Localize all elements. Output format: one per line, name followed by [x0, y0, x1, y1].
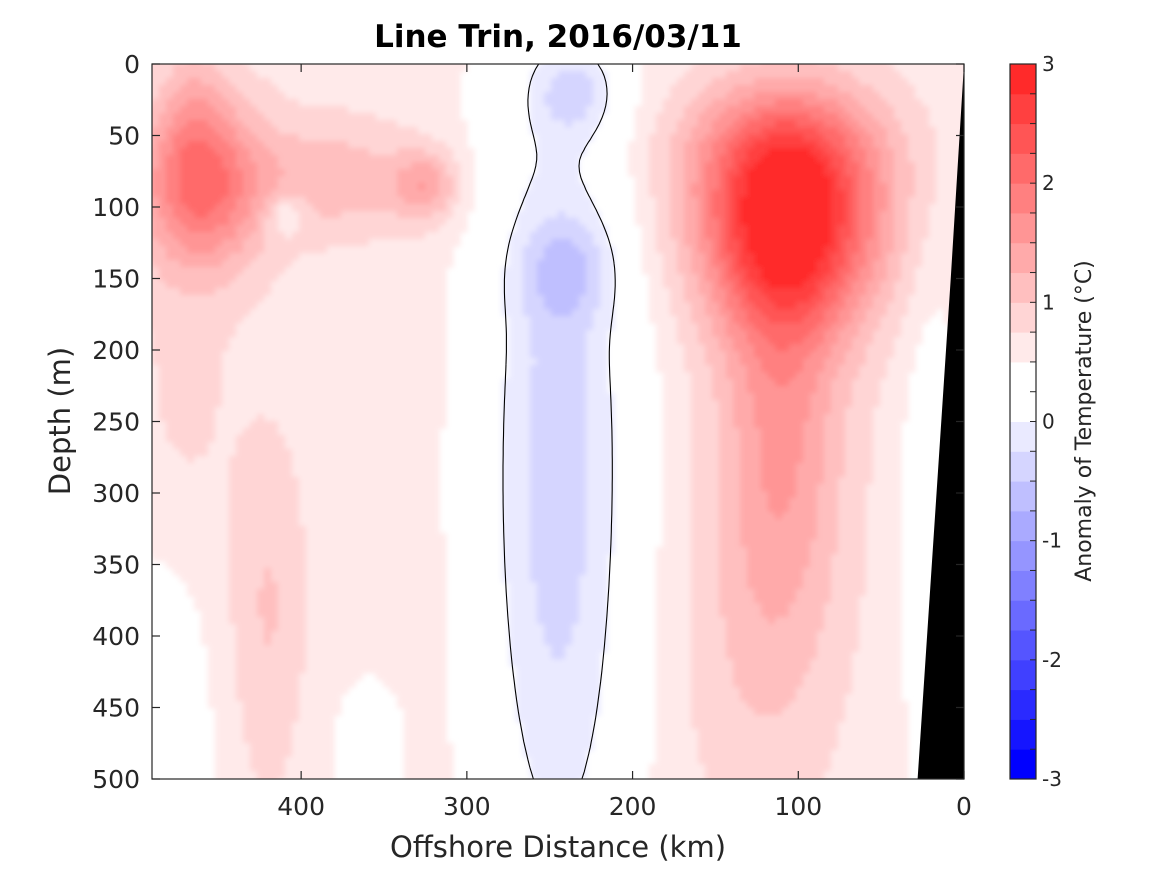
zero-contour-lines: [502, 64, 616, 779]
colorbar: -3 -2 -1 0 1 2 3: [1009, 52, 1062, 791]
y-tick-label: 400: [92, 622, 140, 651]
colorbar-segment: [1010, 242, 1036, 274]
colorbar-segment: [1010, 659, 1036, 691]
colorbar-segment: [1010, 302, 1036, 333]
colorbar-segment: [1010, 421, 1036, 452]
x-tick-label: 200: [609, 792, 657, 821]
y-tick-label: 500: [92, 765, 140, 794]
colorbar-tick-label: 3: [1042, 52, 1055, 76]
y-tick-label: 100: [92, 193, 140, 222]
chart-title: Line Trin, 2016/03/11: [374, 19, 742, 55]
field-cells: [152, 64, 964, 779]
colorbar-segment: [1010, 719, 1036, 750]
temperature-field: [152, 64, 964, 779]
bathymetry-shelf: [917, 64, 964, 779]
colorbar-segment: [1010, 630, 1036, 661]
plot-area: [151, 63, 965, 780]
colorbar-frame: [1009, 63, 1037, 780]
colorbar-segment: [1010, 64, 1036, 95]
colorbar-tick-label: -3: [1042, 767, 1062, 791]
colorbar-segment: [1010, 272, 1036, 303]
colorbar-tick-label: 0: [1042, 410, 1055, 434]
y-tick-label: 250: [92, 408, 140, 437]
y-tick-label: 300: [92, 479, 140, 508]
colorbar-segment: [1010, 510, 1036, 542]
colorbar-tick-label: 2: [1042, 171, 1055, 195]
colorbar-segment: [1010, 689, 1036, 720]
colorbar-segment: [1010, 600, 1036, 631]
y-tick-label: 50: [108, 122, 140, 151]
colorbar-segment: [1010, 451, 1036, 482]
colorbar-label: Anomaly of Temperature (°C): [1072, 260, 1097, 582]
colorbar-segment: [1010, 749, 1036, 780]
colorbar-tick-label: -1: [1042, 529, 1062, 553]
x-axis: 400 300 200 100 0: [277, 64, 972, 821]
colorbar-segment: [1010, 391, 1036, 422]
y-tick-label: 350: [92, 551, 140, 580]
colorbar-segment: [1010, 481, 1036, 512]
y-tick-label: 450: [92, 694, 140, 723]
colorbar-segment: [1010, 212, 1036, 244]
colorbar-tick-label: -2: [1042, 648, 1062, 672]
colorbar-segment: [1010, 183, 1036, 214]
colorbar-segment: [1010, 123, 1036, 154]
colorbar-segment: [1010, 540, 1036, 571]
colorbar-segment: [1010, 332, 1036, 363]
y-tick-label: 0: [124, 50, 140, 79]
colorbar-segment: [1010, 361, 1036, 393]
y-axis-label: Depth (m): [43, 347, 77, 495]
x-tick-label: 300: [443, 792, 491, 821]
x-tick-label: 400: [277, 792, 325, 821]
x-axis-label: Offshore Distance (km): [390, 830, 726, 864]
zero-contour: [502, 64, 616, 779]
colorbar-segment: [1010, 93, 1036, 125]
x-tick-label: 0: [956, 792, 972, 821]
y-axis: 0 50 100 150 200 250 300 350 400 450 500: [92, 50, 964, 794]
x-tick-label: 100: [774, 792, 822, 821]
colorbar-segment: [1010, 153, 1036, 184]
y-tick-label: 150: [92, 265, 140, 294]
y-tick-label: 200: [92, 336, 140, 365]
colorbar-segment: [1010, 570, 1036, 601]
colorbar-tick-label: 1: [1042, 290, 1055, 314]
